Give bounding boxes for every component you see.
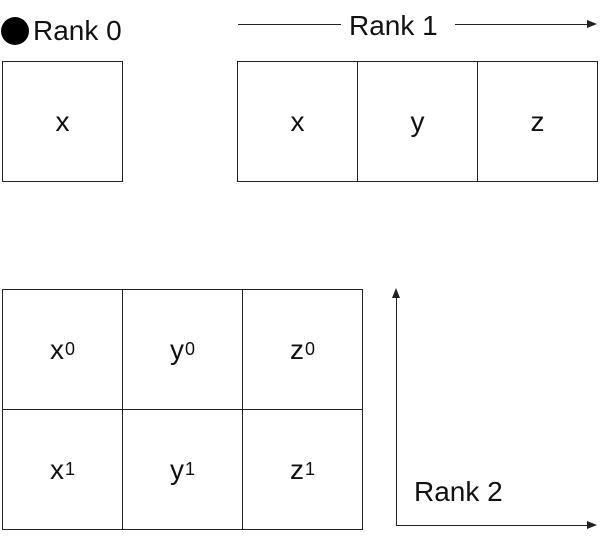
rank1-cell-x: x <box>237 61 358 182</box>
rank0-label: Rank 0 <box>33 15 122 46</box>
rank2-cell-y0-sub: 0 <box>184 339 195 359</box>
rank2-cell-y1-sub: 1 <box>184 459 195 479</box>
rank2-vertical-arrowhead-icon <box>392 288 400 298</box>
rank1-cell-z: z <box>477 61 598 182</box>
rank2-horizontal-arrowhead-icon <box>587 521 597 529</box>
rank0-bullet-icon <box>1 17 29 45</box>
rank0-cell: x <box>2 61 123 182</box>
rank2-cell-x1-sub: 1 <box>64 459 75 479</box>
rank2-cell-z0-base: z <box>289 333 304 365</box>
rank1-axis-line-left <box>238 24 341 25</box>
rank2-cell-z1-sub: 1 <box>304 459 315 479</box>
rank1-cell-y: y <box>357 61 478 182</box>
rank2-cell-z1-base: z <box>289 453 304 485</box>
rank1-axis-line-right <box>455 24 589 25</box>
rank2-cell-x0-sub: 0 <box>64 339 75 359</box>
rank2-cell-y1-base: y <box>169 453 184 485</box>
rank2-cell-z0-sub: 0 <box>304 339 315 359</box>
rank2-label: Rank 2 <box>414 476 503 507</box>
rank2-cell-x1-base: x <box>49 453 64 485</box>
rank2-vertical-axis-line <box>396 296 397 526</box>
rank1-arrowhead-icon <box>587 20 597 28</box>
rank2-cell-y0-base: y <box>169 333 184 365</box>
rank1-label: Rank 1 <box>349 10 438 41</box>
rank2-cell-x0-base: x <box>49 333 64 365</box>
rank2-horizontal-axis-line <box>396 525 589 526</box>
